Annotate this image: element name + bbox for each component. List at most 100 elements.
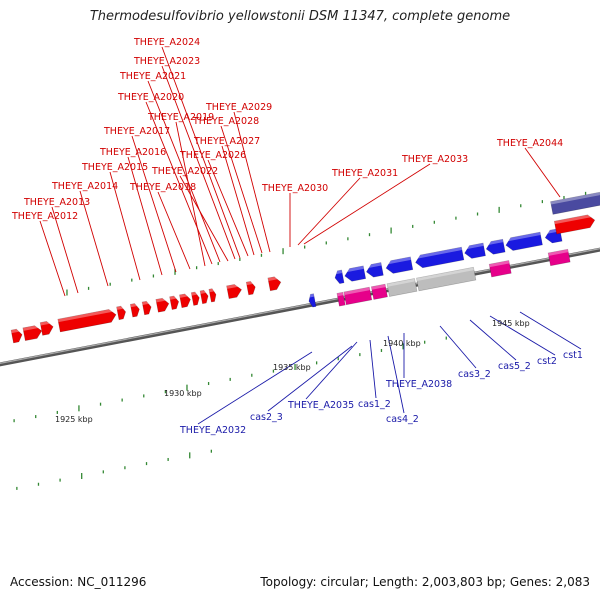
gene-body <box>155 297 170 313</box>
gene-label: cas5_2 <box>498 361 531 372</box>
gene-body <box>169 295 180 310</box>
gene-body <box>199 289 209 305</box>
gene-shine <box>548 249 569 256</box>
gene-body <box>415 246 465 269</box>
gene-label: cas4_2 <box>386 414 419 425</box>
topology-summary: Topology: circular; Length: 2,003,803 bp… <box>260 575 590 589</box>
leader-line <box>197 351 313 425</box>
gene-shine <box>11 328 22 334</box>
gene-arrow <box>169 295 180 310</box>
leader-line <box>220 125 263 254</box>
gene-body <box>547 248 571 267</box>
gene-label: THEYE_A2026 <box>179 150 246 161</box>
gene-shine <box>191 291 199 296</box>
gene-shine <box>414 247 463 260</box>
gene-body <box>208 288 217 303</box>
gene-label: cst1 <box>563 350 583 361</box>
gene-arrow <box>504 231 543 251</box>
leader-line <box>305 341 358 400</box>
leader-line <box>387 335 405 414</box>
gene-label: THEYE_A2029 <box>205 102 272 113</box>
gene-arrow <box>550 191 600 215</box>
gene-label: cas2_3 <box>250 412 283 423</box>
gene-body <box>57 309 117 333</box>
gene-body <box>336 291 346 307</box>
accession-text: Accession: NC_011296 <box>10 575 147 589</box>
leader-line <box>267 345 353 412</box>
gene-arrow <box>370 283 388 300</box>
gene-shine <box>504 232 541 242</box>
leader-line <box>109 171 141 281</box>
gene-label: THEYE_A2016 <box>99 147 166 158</box>
gene-shine <box>387 278 416 287</box>
leader-line <box>519 311 582 350</box>
gene-shine <box>485 239 504 246</box>
label-leaders <box>39 46 582 425</box>
kbp-label: 1945 kbp <box>492 319 530 328</box>
gene-body <box>308 293 317 308</box>
gene-arrow <box>416 266 477 292</box>
gene-label: THEYE_A2020 <box>117 92 184 103</box>
gene-label: THEYE_A2017 <box>103 126 170 137</box>
gene-arrow <box>155 297 170 313</box>
kbp-label: 1930 kbp <box>164 389 202 398</box>
gene-label: THEYE_A2022 <box>151 166 218 177</box>
gene-label: THEYE_A2013 <box>23 197 90 208</box>
gene-shine <box>336 292 344 297</box>
leader-line <box>369 339 377 399</box>
gene-arrow <box>553 213 596 235</box>
leader-line <box>145 101 213 265</box>
gene-label: THEYE_A2015 <box>81 162 148 173</box>
gene-shine <box>550 192 600 205</box>
gene-label: THEYE_A2035 <box>287 400 354 411</box>
gene-shine <box>130 302 139 308</box>
gene-shine <box>384 256 411 265</box>
gene-arrow <box>179 293 191 309</box>
leader-line <box>179 175 229 262</box>
gene-arrow <box>547 248 571 267</box>
gene-arrow <box>116 305 126 321</box>
gene-shine <box>371 284 386 290</box>
leader-line <box>157 191 191 270</box>
gene-label: THEYE_A2027 <box>193 136 260 147</box>
gene-label: THEYE_A2030 <box>261 183 328 194</box>
gene-arrow <box>343 286 373 306</box>
gene-label: THEYE_A2023 <box>133 56 200 67</box>
gene-shine <box>200 289 208 294</box>
leader-line <box>161 65 236 260</box>
kbp-scale: 1925 kbp 1930 kbp 1935 kbp 1940 kbp 1945 kbp <box>55 319 530 424</box>
gene-body <box>22 325 43 342</box>
gene-shine <box>416 267 475 282</box>
leader-line <box>524 147 561 198</box>
gene-body <box>366 262 384 278</box>
gene-shine <box>307 293 315 298</box>
kbp-label: 1940 kbp <box>383 339 421 348</box>
gene-shine <box>554 213 595 225</box>
leader-line <box>221 145 255 256</box>
gene-arrow <box>463 242 486 259</box>
map-title: Thermodesulfovibrio yellowstonii DSM 113… <box>89 9 511 24</box>
gene-body <box>344 265 367 282</box>
gene-body <box>416 266 477 292</box>
gene-shine <box>226 283 241 289</box>
gene-shine <box>246 280 255 286</box>
gene-label: THEYE_A2038 <box>385 379 452 390</box>
leader-line <box>469 319 517 361</box>
gene-arrow <box>199 289 209 305</box>
gene-body <box>116 305 126 321</box>
gene-body <box>505 231 543 251</box>
gene-shine <box>116 305 125 310</box>
gene-label: THEYE_A2033 <box>401 154 468 165</box>
gene-label: THEYE_A2014 <box>51 181 118 192</box>
gene-label: THEYE_A2028 <box>192 116 259 127</box>
backbone-line <box>0 247 600 367</box>
gene-shine <box>463 242 484 250</box>
leader-line <box>233 111 271 253</box>
gene-body <box>129 303 140 318</box>
gene-body <box>245 281 256 296</box>
gene-arrow <box>22 324 43 342</box>
gene-arrow <box>386 278 418 297</box>
leader-line <box>147 80 221 263</box>
gene-arrow <box>129 302 140 318</box>
